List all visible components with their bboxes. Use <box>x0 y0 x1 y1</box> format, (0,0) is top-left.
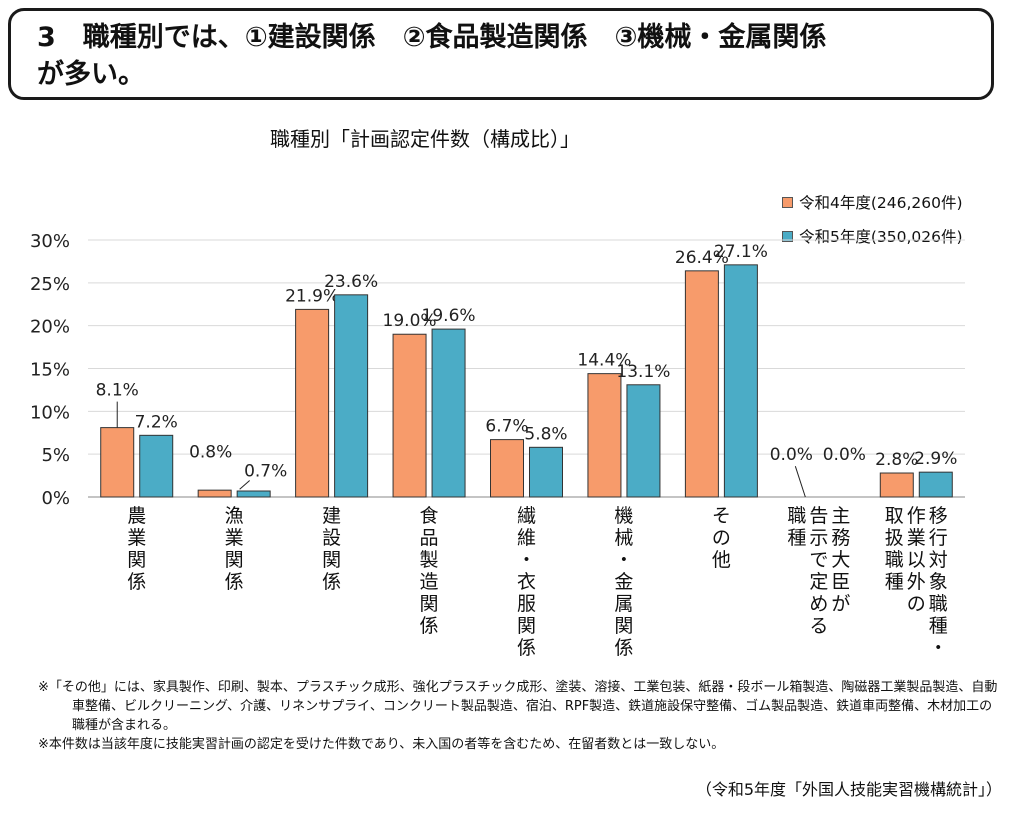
data-label: 2.9% <box>914 449 957 469</box>
category-label: 機械・金属関係 <box>614 505 633 659</box>
legend-item-r4: 令和4年度(246,260件) <box>782 185 963 219</box>
bar <box>100 427 135 498</box>
data-label: 0.7% <box>244 461 287 481</box>
bar <box>236 490 271 498</box>
headline-line-1: 3 職種別では、①建設関係 ②食品製造関係 ③機械・金属関係 <box>37 22 827 53</box>
data-label: 0.8% <box>189 443 232 463</box>
category-label: 漁業関係 <box>225 505 244 593</box>
chart-legend: 令和4年度(246,260件) 令和5年度(350,026件) <box>782 185 963 253</box>
data-label: 6.7% <box>485 417 528 437</box>
data-label: 19.6% <box>422 306 476 326</box>
bar <box>529 446 563 498</box>
bar <box>197 489 232 498</box>
headline-line-2: が多い。 <box>37 59 145 90</box>
category-label: 主務大臣が <box>831 505 850 615</box>
headline-box: 3 職種別では、①建設関係 ②食品製造関係 ③機械・金属関係 が多い。 <box>8 8 994 100</box>
bar-chart: 0% 5% 10% 15% 20% 25% 30% 8.1% 7.2% 農業関係 0.8% 0.7% 漁… <box>30 231 965 659</box>
note-count: ※本件数は当該年度に技能実習計画の認定を受けた件数であり、未入国の者等を含むため… <box>38 737 725 752</box>
data-label: 7.2% <box>135 412 178 432</box>
y-tick-label: 30% <box>30 231 70 252</box>
category-label: 食品製造関係 <box>420 505 439 637</box>
bar <box>139 434 174 498</box>
bar <box>431 328 466 498</box>
y-tick-label: 0% <box>41 488 70 509</box>
notes: ※「その他」には、家具製作、印刷、製本、プラスチック成形、強化プラスチック成形、… <box>38 678 998 754</box>
data-label: 0.0% <box>770 445 813 465</box>
category-label: 作業以外の <box>907 505 926 615</box>
legend-label-r4: 令和4年度(246,260件) <box>799 194 963 212</box>
bar <box>295 308 330 498</box>
data-label: 2.8% <box>875 450 918 470</box>
bar <box>918 471 953 498</box>
chart-title: 職種別「計画認定件数（構成比）」 <box>270 127 580 151</box>
data-label: 23.6% <box>324 272 378 292</box>
data-label: 21.9% <box>285 286 339 306</box>
bar <box>684 270 719 498</box>
legend-item-r5: 令和5年度(350,026件) <box>782 219 963 253</box>
data-label: 27.1% <box>714 242 768 262</box>
data-label: 5.8% <box>524 424 567 444</box>
leader-line <box>239 480 250 490</box>
legend-swatch-r4 <box>782 196 793 208</box>
data-label: 8.1% <box>96 381 139 401</box>
category-label: 農業関係 <box>127 505 146 593</box>
data-label: 26.4% <box>675 248 729 268</box>
bar <box>490 439 524 498</box>
category-label: その他 <box>712 505 731 571</box>
note-other: ※「その他」には、家具製作、印刷、製本、プラスチック成形、強化プラスチック成形、… <box>38 680 998 733</box>
category-label: 建設関係 <box>322 505 341 593</box>
data-label: 13.1% <box>616 362 670 382</box>
source-credit: （令和5年度「外国人技能実習機構統計」） <box>695 780 1002 799</box>
leader-line <box>794 466 806 498</box>
category-label: 移行対象職種・ <box>929 505 948 659</box>
category-label: 繊維・衣服関係 <box>517 505 536 659</box>
bar <box>392 333 427 498</box>
category-label: 職種 <box>787 505 806 549</box>
category-label: 告示で定める <box>809 505 828 637</box>
y-tick-label: 25% <box>30 274 70 295</box>
category-label: 取扱職種 <box>885 505 904 593</box>
legend-swatch-r5 <box>782 230 793 242</box>
data-label: 14.4% <box>577 351 631 371</box>
bar <box>587 373 622 498</box>
bar <box>879 472 914 498</box>
bar <box>334 294 369 498</box>
bar <box>626 384 661 498</box>
y-tick-label: 5% <box>41 445 70 466</box>
data-label: 19.0% <box>383 311 437 331</box>
data-label: 0.0% <box>823 445 866 465</box>
y-tick-label: 10% <box>30 402 70 423</box>
legend-label-r5: 令和5年度(350,026件) <box>799 228 963 246</box>
y-tick-label: 20% <box>30 317 70 338</box>
y-tick-label: 15% <box>30 360 70 381</box>
bar <box>723 264 758 498</box>
